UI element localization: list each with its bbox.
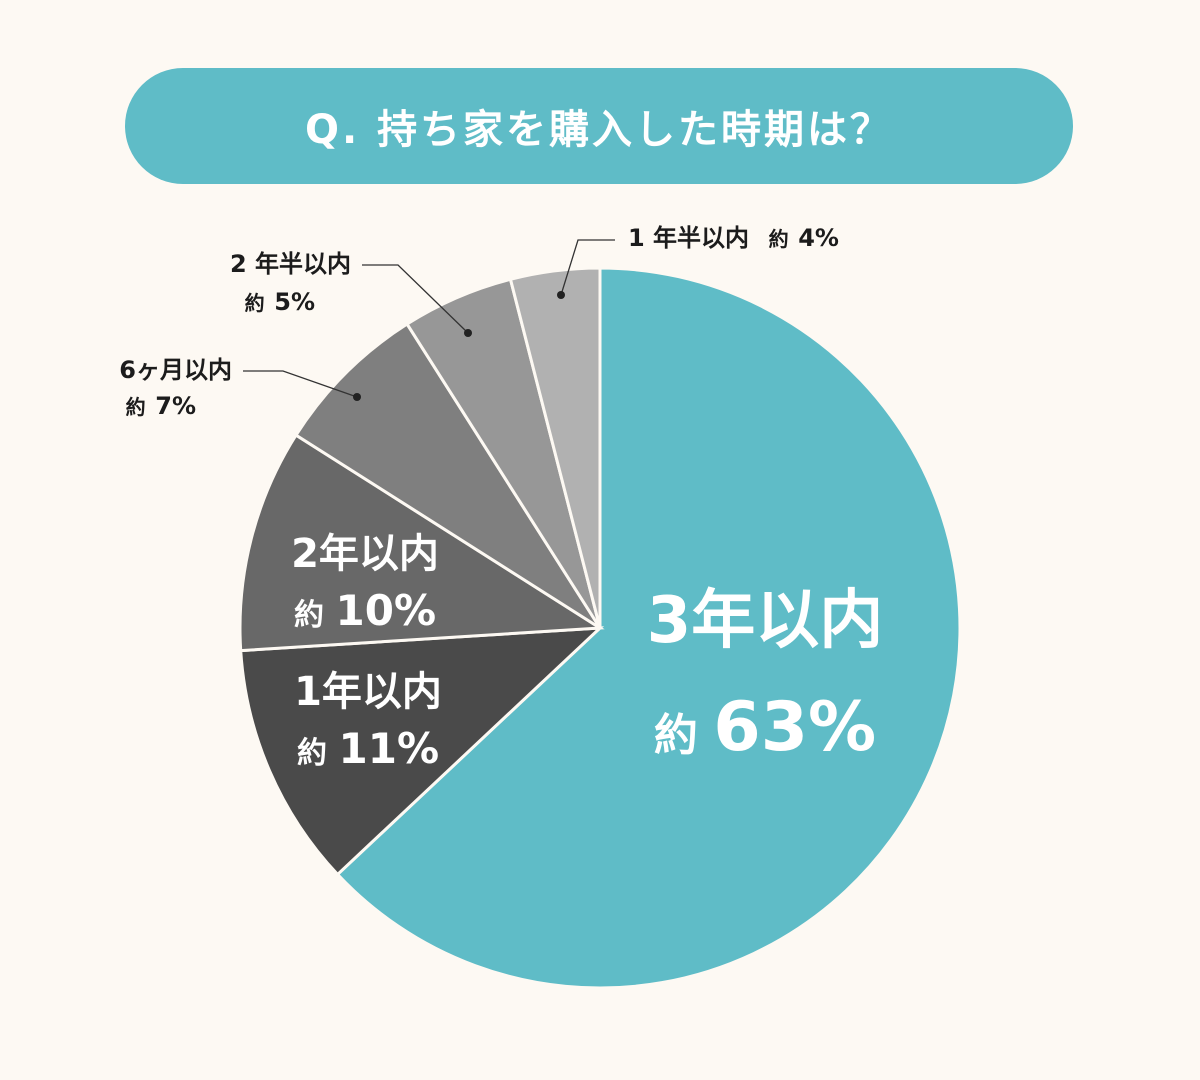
value-1-year: 11% (339, 724, 440, 773)
slice-label-3-years: 3年以内 (647, 584, 884, 658)
label-2-5-years: 2 年半以内 約 5% (230, 250, 472, 337)
prefix-2-years: 約 (294, 598, 324, 633)
leader-line-2-5-years (362, 264, 469, 334)
value-2-5-years: 5% (274, 288, 315, 316)
slice-label-6-months: 6ヶ月以内 (119, 356, 232, 384)
leader-line-1-5-years (560, 239, 615, 296)
leader-dot-6-months (353, 393, 361, 401)
slice-value-2-5-years: 約 5% (245, 288, 315, 316)
value-1-5-years: 4% (798, 224, 839, 252)
value-6-months: 7% (155, 392, 196, 420)
slice-1-5-years-text: 1 年半以内 約 4% (628, 224, 839, 252)
title-banner: Q. 持ち家を購入した時期は？ (125, 68, 1073, 184)
value-2-years: 10% (336, 586, 437, 635)
pie-slice-0 (335, 266, 962, 990)
prefix-1-year: 約 (297, 736, 327, 771)
slice-label-2-5-years: 2 年半以内 (230, 250, 351, 278)
prefix-1-5-years: 約 (769, 227, 789, 251)
pie-slice-1 (239, 626, 605, 877)
slice-label-1-year: 1年以内 (294, 669, 442, 715)
pie-slices (238, 266, 962, 990)
label-1-5-years: 1 年半以内 約 4% (557, 224, 839, 299)
slice-value-6-months: 約 7% (126, 392, 196, 420)
prefix-3-years: 約 (654, 710, 698, 761)
slice-value-2-years: 約 10% (294, 586, 436, 635)
pie-slice-3 (293, 321, 602, 630)
label-3-years: 3年以内 約 63% (647, 584, 884, 767)
prefix-6-months: 約 (126, 395, 146, 419)
label-1-year: 1年以内 約 11% (294, 669, 442, 773)
label-2-years: 2年以内 約 10% (291, 531, 439, 635)
slice-value-1-year: 約 11% (297, 724, 439, 773)
prefix-2-5-years: 約 (245, 291, 265, 315)
slice-label-2-years: 2年以内 (291, 531, 439, 577)
label-6-months: 6ヶ月以内 約 7% (119, 356, 361, 420)
leader-dot-1-5-years (557, 291, 565, 299)
value-3-years: 63% (713, 688, 876, 767)
pie-slice-2 (238, 433, 605, 653)
chart-title: Q. 持ち家を購入した時期は？ (304, 107, 894, 153)
leader-line-6-months (243, 370, 358, 398)
leader-dot-2-5-years (464, 329, 472, 337)
pie-slice-5 (508, 266, 602, 629)
slice-label-1-5-years: 1 年半以内 (628, 224, 749, 252)
slice-value-3-years: 約 63% (654, 688, 876, 767)
